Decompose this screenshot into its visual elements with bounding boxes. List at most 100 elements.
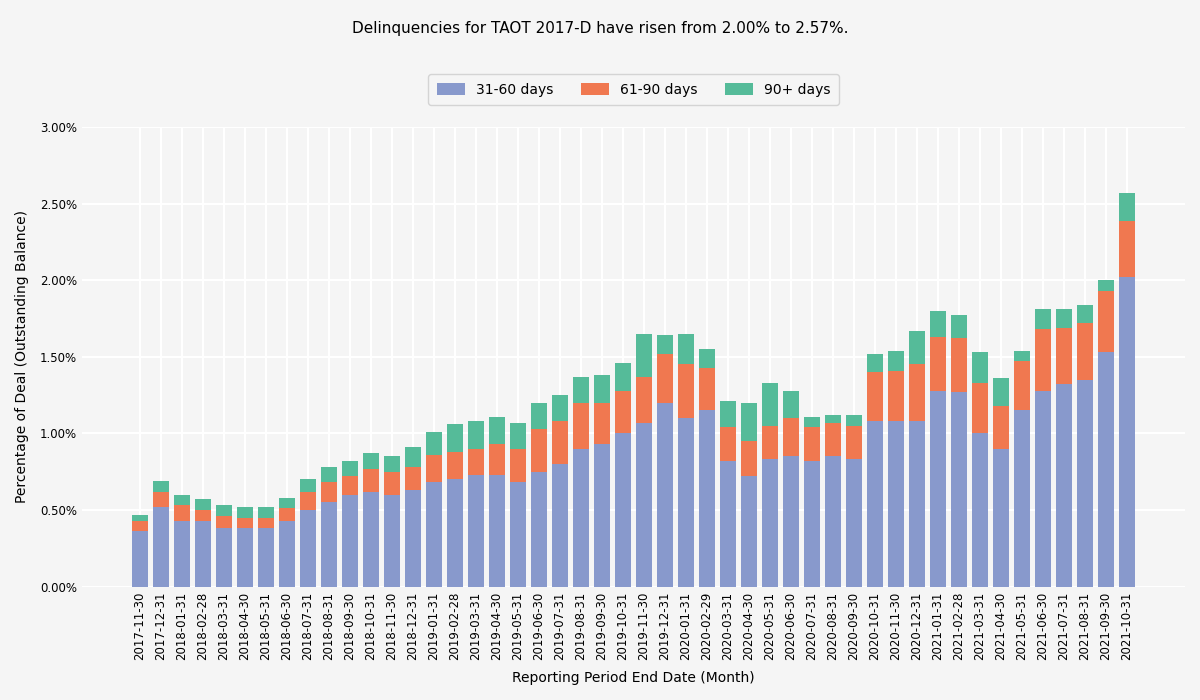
Bar (196, 521, 211, 587)
Bar (952, 339, 967, 392)
Bar (762, 383, 778, 426)
Bar (930, 391, 946, 587)
Bar (510, 482, 526, 587)
Bar (174, 521, 190, 587)
Bar (322, 467, 337, 482)
Bar (636, 423, 652, 587)
Bar (616, 391, 631, 433)
Bar (846, 459, 862, 587)
Bar (1036, 329, 1051, 391)
Bar (342, 461, 358, 476)
Bar (804, 461, 820, 587)
Bar (1120, 220, 1135, 277)
Bar (448, 480, 463, 587)
Bar (258, 507, 274, 517)
Bar (322, 503, 337, 587)
Bar (490, 475, 505, 587)
Bar (426, 432, 442, 455)
Bar (468, 475, 484, 587)
Bar (426, 482, 442, 587)
Bar (972, 433, 988, 587)
Bar (1078, 304, 1093, 323)
Bar (132, 521, 148, 531)
Bar (804, 416, 820, 427)
Bar (196, 510, 211, 521)
Bar (238, 528, 253, 587)
Bar (280, 498, 295, 508)
Bar (426, 455, 442, 482)
Bar (910, 331, 925, 365)
Bar (762, 459, 778, 587)
Bar (594, 402, 610, 444)
Bar (364, 454, 379, 468)
Bar (972, 352, 988, 383)
Bar (888, 351, 904, 370)
Bar (574, 377, 589, 402)
Bar (406, 490, 421, 587)
Bar (952, 316, 967, 339)
Bar (910, 365, 925, 421)
Bar (258, 517, 274, 528)
Bar (846, 426, 862, 459)
Bar (174, 495, 190, 505)
Bar (826, 456, 841, 587)
Bar (174, 505, 190, 521)
Bar (490, 416, 505, 444)
Bar (720, 461, 736, 587)
Bar (616, 363, 631, 391)
Bar (658, 354, 673, 402)
Bar (574, 402, 589, 449)
Bar (364, 468, 379, 491)
Bar (678, 334, 694, 365)
Bar (888, 421, 904, 587)
Bar (468, 421, 484, 449)
Bar (258, 528, 274, 587)
Bar (532, 402, 547, 429)
Bar (1056, 309, 1072, 328)
Bar (910, 421, 925, 587)
Bar (342, 495, 358, 587)
Bar (742, 476, 757, 587)
Bar (1056, 328, 1072, 384)
Bar (448, 424, 463, 452)
Bar (1014, 361, 1030, 410)
Bar (1098, 280, 1114, 291)
Bar (406, 447, 421, 467)
Bar (552, 464, 568, 587)
Bar (784, 391, 799, 418)
Bar (216, 516, 232, 528)
Bar (196, 499, 211, 510)
Bar (384, 456, 400, 472)
Bar (1120, 277, 1135, 587)
Bar (238, 507, 253, 517)
Bar (154, 481, 169, 491)
Bar (700, 349, 715, 368)
Bar (216, 505, 232, 516)
Bar (510, 423, 526, 449)
Y-axis label: Percentage of Deal (Outstanding Balance): Percentage of Deal (Outstanding Balance) (16, 210, 29, 503)
Bar (384, 495, 400, 587)
Bar (300, 491, 316, 510)
Bar (280, 521, 295, 587)
Bar (1098, 291, 1114, 352)
Bar (678, 365, 694, 418)
Bar (216, 528, 232, 587)
Bar (804, 427, 820, 461)
Bar (1014, 351, 1030, 361)
Bar (238, 517, 253, 528)
Bar (574, 449, 589, 587)
Bar (1078, 323, 1093, 380)
Bar (952, 392, 967, 587)
Bar (636, 334, 652, 377)
Bar (1014, 410, 1030, 587)
Bar (132, 531, 148, 587)
Bar (468, 449, 484, 475)
Bar (720, 427, 736, 461)
Text: Delinquencies for TAOT 2017-D have risen from 2.00% to 2.57%.: Delinquencies for TAOT 2017-D have risen… (352, 21, 848, 36)
Bar (532, 429, 547, 472)
Bar (678, 418, 694, 587)
Bar (700, 368, 715, 410)
Bar (700, 410, 715, 587)
Bar (930, 337, 946, 391)
Bar (1036, 309, 1051, 329)
